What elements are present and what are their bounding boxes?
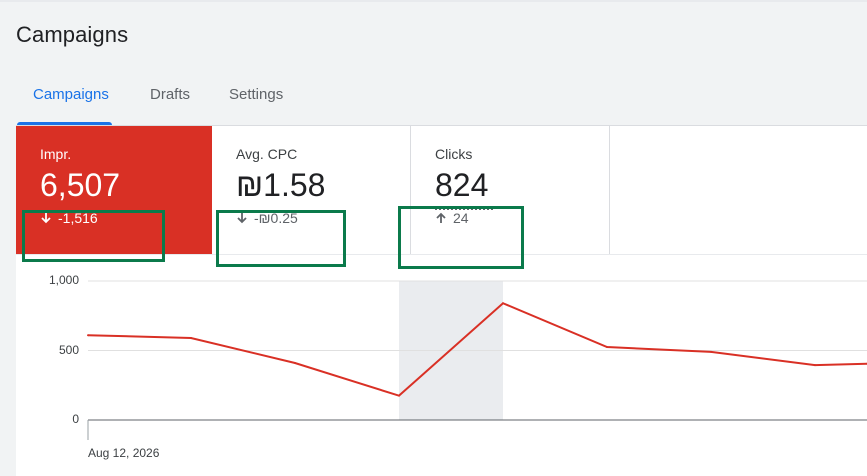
active-tab-indicator bbox=[17, 122, 112, 125]
value-dotted-underline bbox=[435, 208, 493, 210]
metric-value: ₪1.58 bbox=[236, 167, 326, 203]
metric-delta: -₪0.25 bbox=[236, 210, 410, 226]
metric-delta-value: 24 bbox=[453, 210, 469, 226]
highlight-box-cpc-delta bbox=[216, 210, 346, 267]
metric-delta: -1,516 bbox=[40, 210, 212, 226]
metric-avg-cpc[interactable]: Avg. CPC ₪1.58 -₪0.25 bbox=[212, 126, 411, 254]
arrow-up-icon bbox=[436, 212, 446, 223]
metric-label: Clicks bbox=[435, 146, 473, 162]
arrow-down-icon bbox=[237, 213, 247, 224]
metric-delta: 24 bbox=[435, 210, 609, 226]
metrics-chart-divider bbox=[16, 254, 867, 255]
top-divider bbox=[0, 0, 867, 2]
tab-drafts[interactable]: Drafts bbox=[150, 86, 191, 103]
highlight-box-impressions-delta bbox=[22, 210, 165, 262]
metric-value: 824 bbox=[435, 167, 489, 203]
tab-settings[interactable]: Settings bbox=[229, 86, 284, 103]
highlight-box-clicks-delta bbox=[398, 206, 524, 269]
metric-delta-value: -1,516 bbox=[58, 210, 98, 226]
metric-value: 6,507 bbox=[40, 167, 121, 203]
performance-card: Impr. 6,507 -1,516 Avg. CPC ₪1.58 -₪0.25… bbox=[16, 125, 867, 476]
metric-label: Avg. CPC bbox=[236, 146, 298, 162]
metric-delta-value: -₪0.25 bbox=[254, 210, 298, 226]
page-title: Campaigns bbox=[16, 22, 129, 47]
metric-impressions[interactable]: Impr. 6,507 -1,516 bbox=[16, 126, 212, 254]
metric-clicks[interactable]: Clicks 824 24 bbox=[411, 126, 610, 254]
tab-campaigns[interactable]: Campaigns bbox=[33, 86, 109, 103]
arrow-down-icon bbox=[41, 213, 51, 224]
metric-label: Impr. bbox=[40, 146, 72, 162]
